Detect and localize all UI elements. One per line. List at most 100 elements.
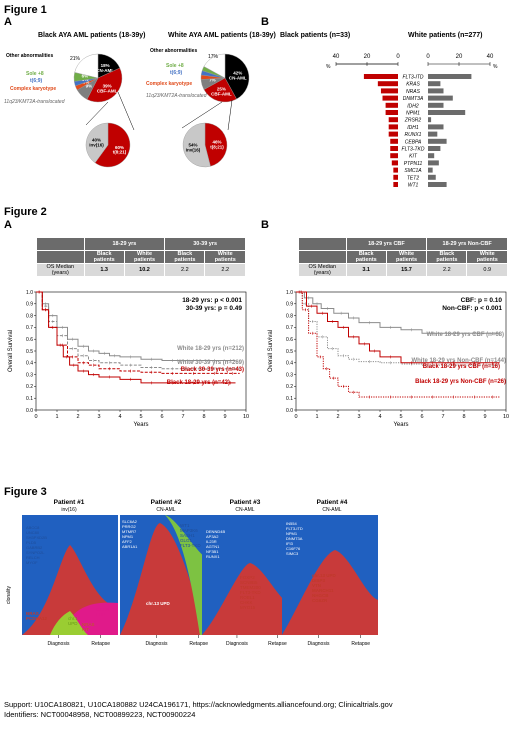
x-tick-label: 8 — [202, 414, 205, 420]
y-tick-label: 0.9 — [26, 302, 33, 308]
x-tick-label: 8 — [462, 414, 465, 420]
os-a-row-label: OS Median (years) — [36, 263, 85, 277]
bar-category-label: ZRSR2 — [404, 118, 422, 124]
p2-genes-red: chr.13 UPD — [146, 601, 171, 606]
os-b-cell: 0.9 — [466, 263, 508, 277]
connector-line — [181, 101, 223, 129]
x-tick-label: 3 — [97, 414, 100, 420]
bar-white — [428, 138, 447, 144]
x-tick-label: 7 — [181, 414, 184, 420]
bar-black — [385, 102, 398, 108]
bar-category-label: RUNX1 — [405, 132, 422, 138]
figure1-panel-b: B — [261, 16, 269, 28]
km-stat: 30-39 yrs: p = 0.49 — [186, 305, 243, 312]
fish-tick-label: Retapse — [189, 641, 208, 647]
bar-category-label: PTPN11 — [404, 161, 423, 167]
fish-tick-label: Diagnosis — [47, 641, 69, 647]
patient4-sub: CN-AML — [322, 507, 341, 513]
os-a-group2: 30-39 yrs — [164, 237, 246, 251]
bar-black — [382, 95, 398, 101]
os-b-group1: 18-29 yrs CBF — [345, 237, 428, 251]
y-tick-label: 0.2 — [26, 384, 33, 390]
connector-line — [117, 91, 135, 131]
x-tick-label: 2 — [76, 414, 79, 420]
fish-clone-green — [50, 611, 88, 635]
x-tick-label: 10 — [503, 414, 509, 420]
right-label-other: Other abnormalities — [150, 48, 197, 54]
fish-clone-red — [120, 523, 205, 635]
x-tick-label: 6 — [160, 414, 163, 420]
patient2-sub: CN-AML — [156, 507, 175, 513]
pie-slice-label: 9% — [86, 84, 93, 89]
bar-category-label: NRAS — [406, 89, 421, 95]
y-tick-label: 1.0 — [286, 290, 293, 296]
km-curve — [296, 291, 500, 364]
fish-tick-label: Diagnosis — [226, 641, 248, 647]
os-b-group2: 18-29 yrs Non-CBF — [426, 237, 508, 251]
y-tick-label: 0.6 — [26, 337, 33, 343]
footer-support: Support: U10CA180821, U10CA180882 U24CA1… — [4, 700, 393, 709]
patient1-sub: inv(16) — [61, 507, 77, 513]
pie-slice-label: 6% — [82, 73, 89, 78]
os-a-cell: 1.3 — [83, 263, 125, 277]
y-tick-label: 0.4 — [286, 361, 293, 367]
right-label-kmt2a: 11q23/KMT2A-translocated — [146, 93, 207, 99]
fish-tick-label: Retapse — [351, 641, 370, 647]
fishplot-patient1 — [22, 515, 118, 635]
bar-category-label: SMC1A — [404, 168, 422, 174]
y-tick-label: 0.4 — [26, 361, 33, 367]
patient3-name: Patient #3 — [230, 499, 261, 506]
x-tick-label: 5 — [139, 414, 142, 420]
bar-black — [388, 124, 398, 130]
pie-slice — [203, 53, 226, 79]
pie-slice — [204, 122, 228, 167]
pie-slice — [74, 53, 99, 79]
x-axis-label: Years — [133, 422, 148, 428]
bar-tick-label: 0 — [426, 54, 430, 60]
p2-genes-green: WT1 MAP3K6 SASH1 GLG1 FLT3-TKD — [180, 523, 201, 548]
km-stat: CBF: p = 0.10 — [461, 297, 503, 304]
km-series-label: Black 30-39 yrs (n=43) — [181, 367, 244, 373]
km-series-label: White 18-29 yrs CBF (n=68) — [426, 332, 504, 338]
bar-white — [428, 167, 433, 173]
y-tick-label: 0.7 — [26, 325, 33, 331]
bar-category-label: TET2 — [407, 175, 419, 181]
y-tick-label: 0.3 — [26, 372, 33, 378]
x-tick-label: 2 — [336, 414, 339, 420]
figure3-title: Figure 3 — [4, 486, 47, 498]
left-label-complex: Complex karyotype — [10, 86, 56, 92]
bar-tick-label: 20 — [456, 54, 463, 60]
figure3-fishplots: clonality Patient #1 inv(16) ABCC8 UNC80 S… — [6, 499, 378, 647]
figure2-panel-a: A — [4, 219, 12, 231]
pie-right-title: White AYA AML patients (18-39y) — [168, 32, 276, 39]
os-b-cell: 3.1 — [345, 263, 387, 277]
y-tick-label: 0.5 — [26, 349, 33, 355]
os-a-col: Black patients — [83, 250, 125, 264]
patient4-name: Patient #4 — [317, 499, 348, 506]
pie-slice-label: 46% t(8;21) — [210, 139, 224, 149]
bar-white — [428, 174, 436, 180]
os-a-group1: 18-29 yrs — [83, 237, 166, 251]
bar-tick-label: 20 — [364, 54, 371, 60]
x-tick-label: 3 — [357, 414, 360, 420]
bar-category-label: WT1 — [408, 183, 419, 189]
km-plot-b: 0 1 2 3 4 5 6 7 8 9 10 0.0 0.1 0.2 0.3 0.4 0.5 0.6 0.7 0.8 0… — [268, 290, 509, 428]
pie-slice-label: 54% inv(16) — [186, 143, 201, 153]
x-axis-label: Years — [393, 422, 408, 428]
x-tick-label: 4 — [118, 414, 121, 420]
x-tick-label: 0 — [294, 414, 297, 420]
bar-white — [428, 160, 439, 166]
fish-ylabel: clonality — [6, 585, 12, 604]
x-tick-label: 9 — [483, 414, 486, 420]
y-axis-label: Overall Survival — [8, 330, 14, 372]
p3-genes-red: FOXP2 SCN8B5 TMEM200 FLT3-TKD ROBL1 CHKK MYO15 — [240, 575, 261, 610]
pie-slice-label: 42% CN-AML — [229, 71, 247, 81]
pie-slice-label: 7% — [209, 78, 216, 83]
os-b-col: Black patients — [426, 250, 468, 264]
bar-category-label: FLT3-ITD — [402, 75, 423, 81]
bar-black — [391, 160, 398, 166]
os-b-cell: 2.2 — [426, 263, 468, 277]
y-axis-label: Overall Survival — [268, 330, 274, 372]
km-series-label: Black 18-29 yrs CBF (n=16) — [423, 364, 500, 370]
